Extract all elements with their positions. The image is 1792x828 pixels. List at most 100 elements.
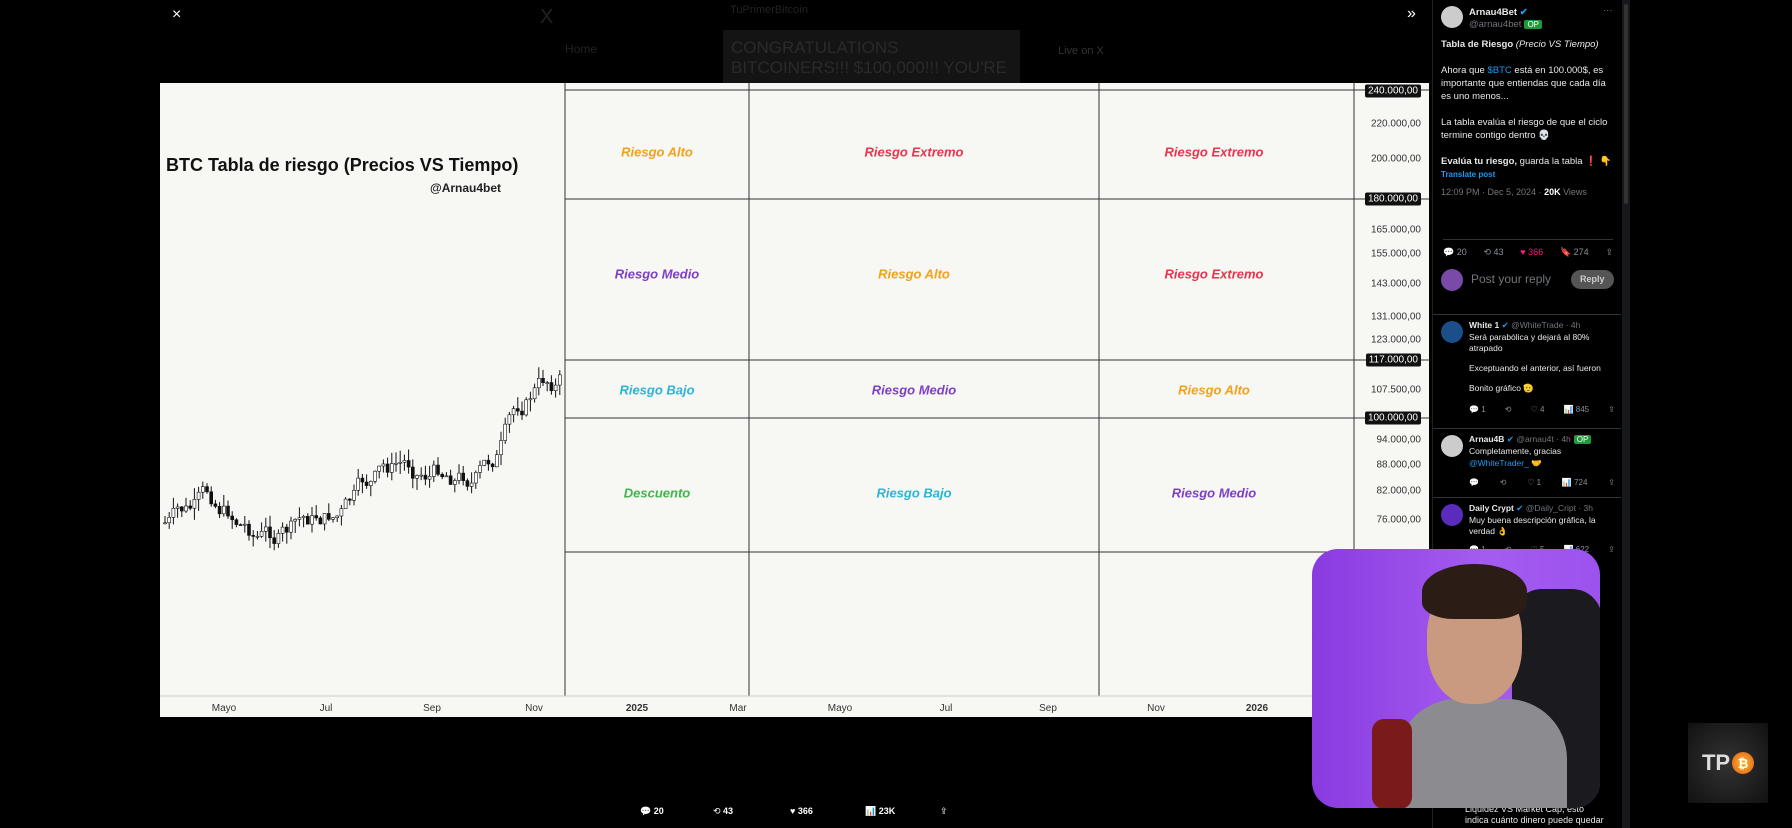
live-label: Live on X — [1058, 45, 1104, 57]
candle-body — [452, 480, 457, 485]
candle-body — [234, 519, 239, 525]
reply-text: Bonito gráfico 🫡 — [1469, 383, 1534, 393]
count: 20 — [653, 806, 664, 816]
candle-body — [411, 466, 415, 479]
bottom-likes[interactable]: ♥ 366 — [790, 806, 813, 816]
bottom-replies[interactable]: 💬 20 — [640, 806, 664, 816]
bottom-reposts[interactable]: ⟲ 43 — [713, 806, 734, 816]
tweet-handle: @arnau4bet OP — [1469, 18, 1542, 31]
my-avatar — [1441, 269, 1463, 291]
candle-body — [285, 526, 289, 533]
reply-author[interactable]: Arnau4B — [1469, 434, 1505, 444]
candle-body — [293, 519, 297, 522]
mention-link[interactable]: @WhiteTrader_ 🤝 — [1469, 458, 1542, 468]
candle-body — [230, 515, 234, 521]
tweet-time[interactable]: 12:09 PM · Dec 5, 2024 · — [1441, 187, 1545, 197]
candle-body — [549, 382, 554, 392]
candle-body — [343, 498, 348, 509]
p2: La tabla evalúa el riesgo de que el cicl… — [1441, 117, 1608, 141]
y-axis-label: 165.000,00 — [1370, 224, 1421, 236]
like-button[interactable]: ♡ 4 — [1530, 405, 1545, 414]
share-icon[interactable]: ⇪ — [1605, 247, 1613, 257]
count: 4 — [1540, 405, 1545, 414]
avatar[interactable] — [1441, 6, 1463, 28]
nav-home[interactable]: Home — [565, 42, 598, 56]
reply-text: Será parabólica y dejará al 80% atrapado — [1469, 332, 1590, 353]
candle-body — [348, 498, 352, 501]
candle-body — [360, 477, 365, 483]
translate-link[interactable]: Translate post — [1441, 170, 1496, 179]
reply-avatar[interactable] — [1441, 321, 1463, 343]
scrollbar[interactable] — [1622, 0, 1630, 828]
share-icon[interactable]: ⇪ — [1608, 545, 1615, 554]
candle-body — [369, 481, 373, 486]
reply-item[interactable]: White 1 ✔ @WhiteTrade · 4h Será parabóli… — [1433, 314, 1621, 416]
views-button[interactable]: 📊 845 — [1563, 405, 1590, 414]
candle-body — [272, 537, 276, 544]
reply-submit-button[interactable]: Reply — [1571, 270, 1614, 289]
candle-body — [268, 526, 272, 539]
scroll-thumb[interactable] — [1624, 4, 1628, 204]
reply-handle: @Daily_Cript · 3h — [1525, 503, 1593, 513]
more-icon[interactable]: ··· — [1603, 5, 1613, 16]
candle-body — [431, 464, 436, 477]
y-axis-label: 107.500,00 — [1370, 384, 1421, 396]
candle-body — [402, 460, 407, 463]
reply-button[interactable]: 💬 1 — [1469, 405, 1486, 414]
candle-body — [205, 486, 209, 493]
reply-input[interactable]: Post your reply — [1471, 272, 1552, 286]
reply-item[interactable]: Arnau4B ✔ @arnau4t · 4h OP Completamente,… — [1433, 428, 1621, 489]
reply-text: Muy buena descripción gráfica, la verdad… — [1469, 515, 1596, 536]
risk-cell: Riesgo Bajo — [619, 382, 695, 398]
tweet-author[interactable]: Arnau4Bet ✔ — [1469, 6, 1528, 19]
candle-body — [167, 517, 171, 524]
repost-button[interactable]: ⟲ 43 — [1483, 247, 1504, 257]
reply-avatar[interactable] — [1441, 435, 1463, 457]
candle-body — [200, 486, 205, 493]
verified-icon: ✔ — [1501, 320, 1509, 330]
candle-body — [251, 535, 255, 537]
count: 724 — [1574, 478, 1588, 487]
x-axis-label: Sep — [423, 703, 441, 714]
reply-avatar[interactable] — [1441, 504, 1463, 526]
reply-button[interactable]: 💬 — [1469, 478, 1479, 487]
share-icon[interactable]: ⇪ — [1608, 478, 1615, 487]
candle-body — [473, 472, 478, 484]
bookmark-button[interactable]: 🔖 274 — [1559, 247, 1589, 257]
tweet-title: Tabla de Riesgo — [1441, 39, 1514, 50]
reply-author[interactable]: White 1 — [1469, 320, 1500, 330]
candle-body — [507, 414, 512, 425]
risk-cell: Riesgo Bajo — [876, 485, 952, 501]
candle-body — [179, 506, 184, 512]
expand-icon[interactable]: » — [1407, 5, 1416, 22]
candle-body — [377, 465, 381, 472]
repost-button[interactable]: ⟲ — [1499, 478, 1507, 487]
candle-body — [415, 475, 419, 479]
bottom-share-icon[interactable]: ⇪ — [940, 806, 948, 816]
like-button[interactable]: ♥ 366 — [1520, 247, 1544, 257]
risk-cell: Riesgo Extremo — [1164, 144, 1264, 160]
like-button[interactable]: ♡ 1 — [1527, 478, 1542, 487]
verified-icon: ✔ — [1519, 7, 1528, 18]
candle-body — [247, 523, 251, 536]
reply-handle: @WhiteTrade · 4h — [1511, 320, 1581, 330]
microphone — [1372, 719, 1412, 808]
views-button[interactable]: 📊 724 — [1561, 478, 1588, 487]
candle-body — [541, 378, 545, 383]
reply-item[interactable]: Daily Crypt ✔ @Daily_Cript · 3h Muy buen… — [1433, 497, 1621, 556]
share-icon[interactable]: ⇪ — [1608, 405, 1615, 414]
reply-button[interactable]: 💬 20 — [1443, 247, 1467, 257]
close-icon[interactable]: × — [172, 6, 182, 23]
cashtag-link[interactable]: $BTC — [1487, 65, 1512, 76]
reply-count: 20 — [1456, 247, 1467, 257]
risk-cell: Riesgo Medio — [871, 382, 957, 398]
count: 845 — [1575, 405, 1590, 414]
repost-button[interactable]: ⟲ — [1504, 405, 1512, 414]
post-author: TuPrimerBitcoin — [730, 4, 808, 16]
y-axis-label: 76.000,00 — [1376, 514, 1422, 526]
y-axis-label: 143.000,00 — [1370, 278, 1421, 290]
bottom-views[interactable]: 📊 23K — [865, 806, 896, 816]
risk-cell: Riesgo Extremo — [1164, 266, 1264, 282]
candle-body — [503, 423, 508, 441]
reply-author[interactable]: Daily Crypt — [1469, 503, 1514, 513]
